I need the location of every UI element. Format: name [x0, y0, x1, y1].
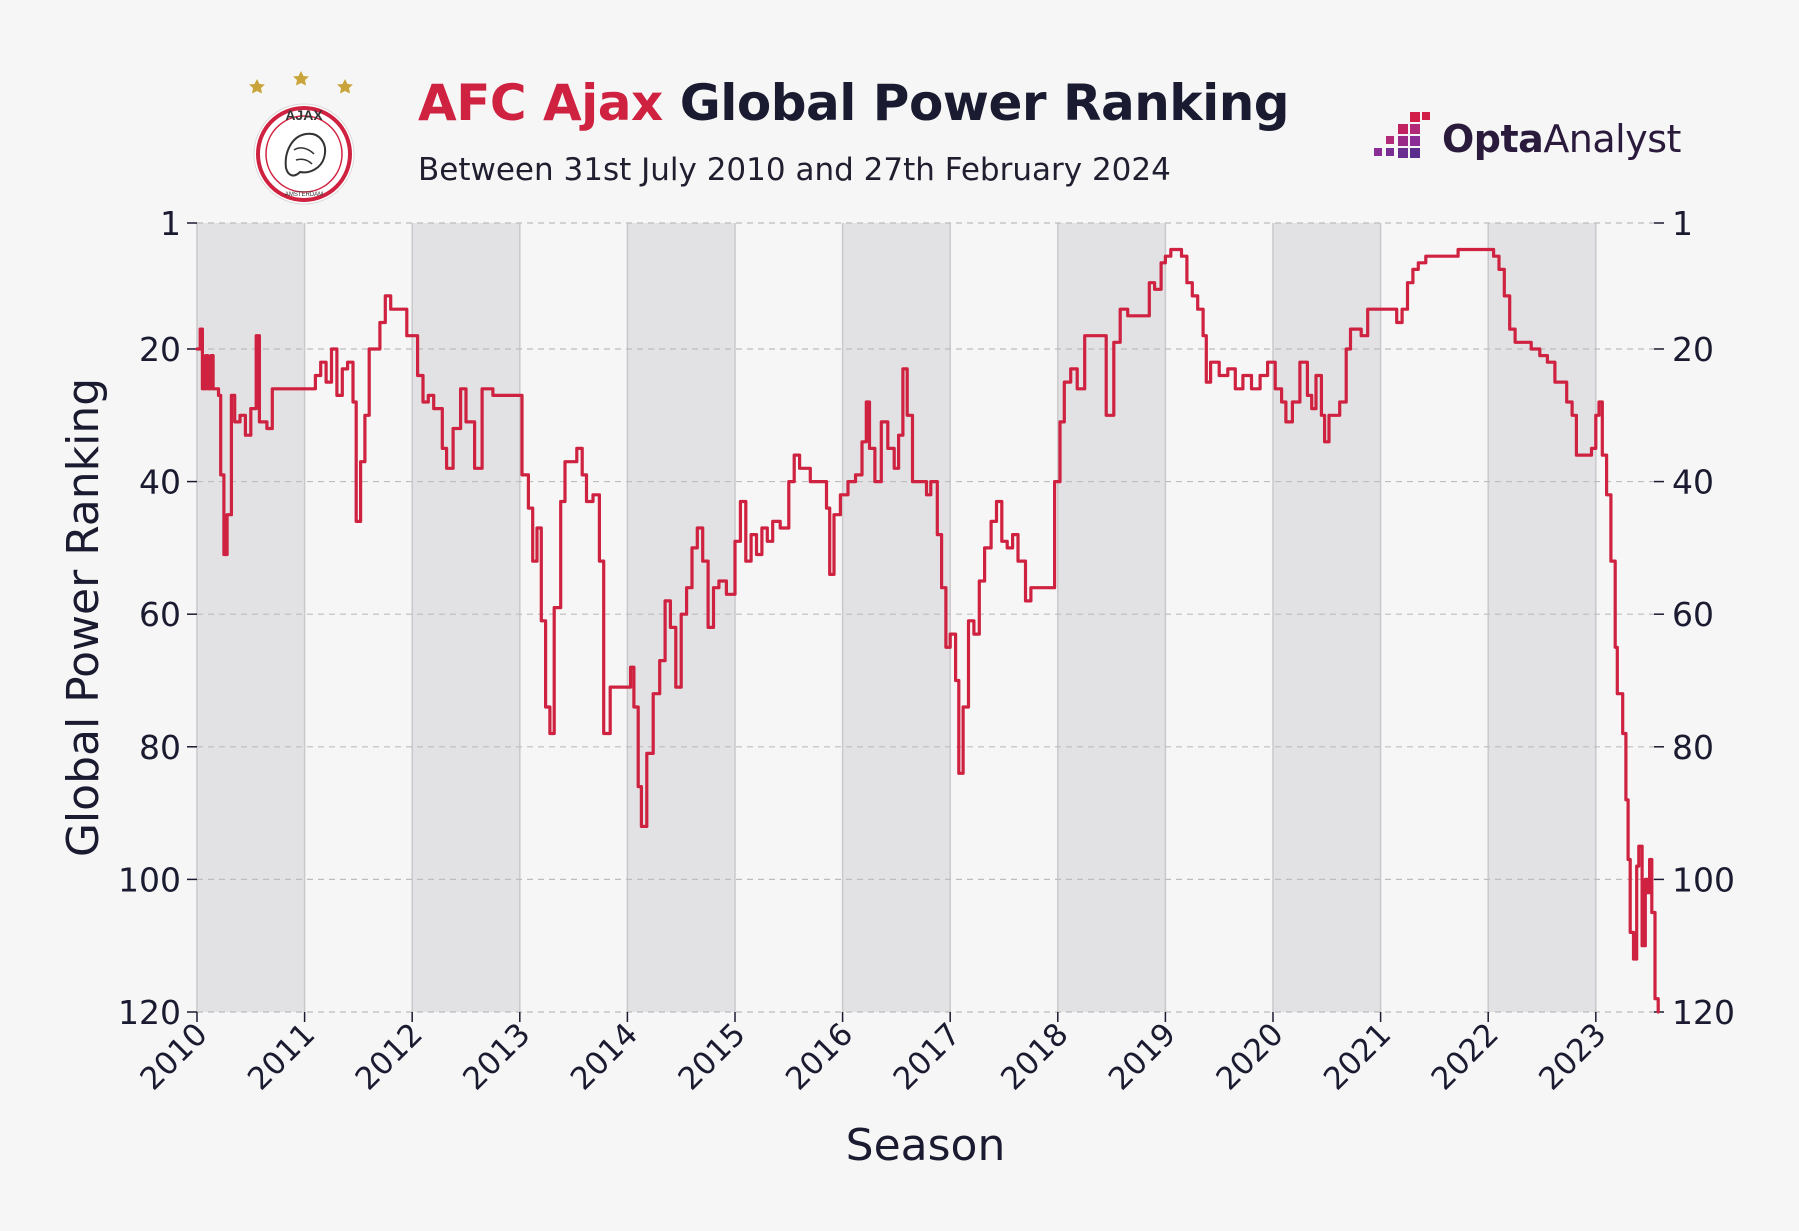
crest-name: AJAX	[285, 107, 323, 123]
y-axis-label: Global Power Ranking	[58, 378, 109, 857]
y-tick-label-left: 1	[160, 204, 181, 243]
x-tick-label: 2015	[671, 1016, 752, 1097]
x-tick-label: 2019	[1102, 1016, 1183, 1097]
season-band	[842, 223, 951, 1012]
season-bands	[196, 223, 1597, 1012]
series-layer	[195, 247, 1660, 1014]
x-tick-label: 2017	[887, 1016, 968, 1097]
star-icon	[293, 71, 309, 86]
x-tick-label: 2022	[1425, 1016, 1506, 1097]
y-tick-label-right: 80	[1672, 728, 1714, 767]
opta-analyst-logo: OptaAnalyst	[1374, 112, 1681, 166]
star-icon	[249, 79, 265, 94]
y-tick-label-left: 60	[139, 595, 181, 634]
brand-light: Analyst	[1543, 117, 1681, 161]
star-icon	[337, 79, 353, 94]
x-axis-label: Season	[846, 1120, 1006, 1171]
x-tick-label: 2012	[349, 1016, 430, 1097]
brand-bold: Opta	[1442, 117, 1544, 161]
season-band	[1488, 223, 1596, 1012]
season-band	[197, 223, 305, 1012]
crest-sub: AMSTERDAM	[285, 192, 323, 198]
y-tick-label-right: 40	[1672, 463, 1714, 502]
chart-subtitle: Between 31st July 2010 and 27th February…	[418, 152, 1171, 188]
x-tick-label: 2023	[1532, 1016, 1613, 1097]
y-tick-label-right: 100	[1672, 860, 1735, 899]
y-tick-label-right: 60	[1672, 595, 1714, 634]
x-tick-label: 2013	[456, 1016, 537, 1097]
axes	[187, 222, 1664, 1022]
y-tick-label-right: 20	[1672, 330, 1714, 369]
ajax-crest-logo: AJAX AMSTERDAM	[244, 68, 364, 208]
season-band	[1057, 223, 1166, 1012]
x-tick-label: 2014	[564, 1016, 645, 1097]
gridlines	[197, 222, 1654, 1013]
y-tick-label-right: 120	[1672, 993, 1735, 1032]
season-band	[412, 223, 520, 1012]
season-band	[1273, 223, 1381, 1012]
x-tick-label: 2011	[241, 1016, 322, 1097]
y-tick-label-left: 120	[118, 993, 181, 1032]
title-team: AFC Ajax	[418, 74, 663, 132]
chart-title: AFC Ajax Global Power Ranking	[418, 74, 1290, 132]
title-rest: Global Power Ranking	[679, 74, 1290, 132]
y-tick-label-left: 100	[118, 860, 181, 899]
y-tick-label-right: 1	[1672, 204, 1693, 243]
x-tick-label: 2020	[1209, 1016, 1290, 1097]
series-line-ajax	[195, 247, 1660, 1014]
x-tick-label: 2021	[1317, 1016, 1398, 1097]
x-tick-label: 2016	[779, 1016, 860, 1097]
opta-mark-icon	[1374, 112, 1430, 158]
y-tick-label-left: 40	[139, 463, 181, 502]
y-tick-label-left: 80	[139, 728, 181, 767]
y-tick-label-left: 20	[139, 330, 181, 369]
x-tick-label: 2018	[994, 1016, 1075, 1097]
